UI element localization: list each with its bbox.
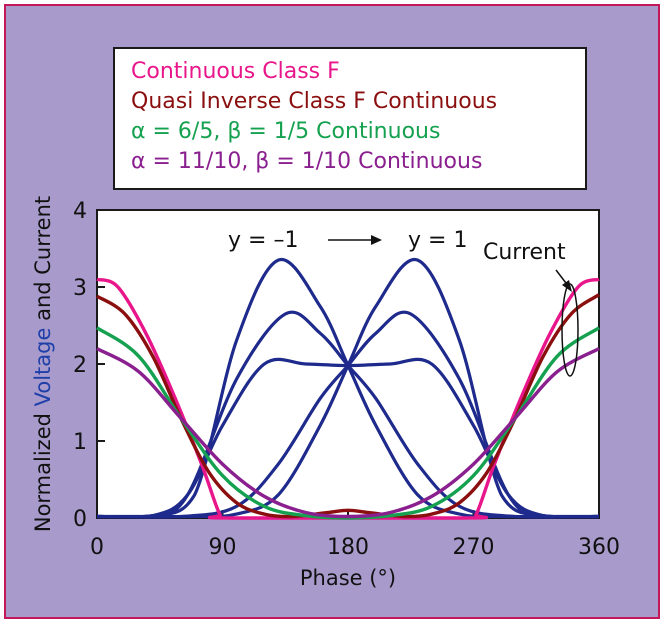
annotation-y-plus-1: y = 1	[408, 228, 467, 253]
x-tick-label-0: 0	[90, 535, 104, 560]
x-tick-label-90: 90	[209, 535, 237, 560]
annotation-y-minus-1: y = –1	[228, 228, 298, 253]
voltage-series-group	[96, 257, 600, 519]
y-tick-label-0: 0	[73, 507, 87, 532]
voltage-line-4	[96, 257, 600, 519]
annotation-current: Current	[483, 240, 566, 265]
current-series-group	[96, 277, 600, 520]
y-axis-title-suffix: and Current	[31, 196, 55, 328]
legend-entry-alpha-6-5: α = 6/5, β = 1/5 Continuous	[131, 119, 441, 144]
y-tick-label-2: 2	[73, 353, 87, 378]
current-pointer-head	[562, 280, 572, 292]
legend-entry-quasi-inverse-class-f: Quasi Inverse Class F Continuous	[131, 89, 498, 114]
x-tick-label-360: 360	[578, 535, 620, 560]
legend-entry-alpha-11-10: α = 11/10, β = 1/10 Continuous	[131, 149, 483, 174]
x-tick-label-270: 270	[453, 535, 495, 560]
voltage-line-3	[96, 310, 600, 519]
y-axis-title-prefix: Normalized	[31, 406, 55, 532]
y-tick-label-1: 1	[73, 430, 87, 455]
y-tick-label-3: 3	[73, 276, 87, 301]
sweep-arrow-head	[371, 235, 382, 245]
y-tick-label-4: 4	[73, 199, 87, 224]
current-line-3	[96, 347, 600, 519]
legend-box: Continuous Class F Quasi Inverse Class F…	[113, 47, 587, 190]
x-axis-title: Phase (°)	[300, 566, 396, 590]
tick-labels: 0 90 180 270 360 0 1 2 3 4	[73, 199, 620, 560]
plot-area	[96, 209, 600, 519]
legend-entry-continuous-class-f: Continuous Class F	[131, 59, 340, 84]
x-tick-label-180: 180	[327, 535, 369, 560]
y-axis-title-voltage: Voltage	[31, 328, 55, 407]
y-axis-title: Normalized Voltage and Current	[31, 196, 55, 532]
